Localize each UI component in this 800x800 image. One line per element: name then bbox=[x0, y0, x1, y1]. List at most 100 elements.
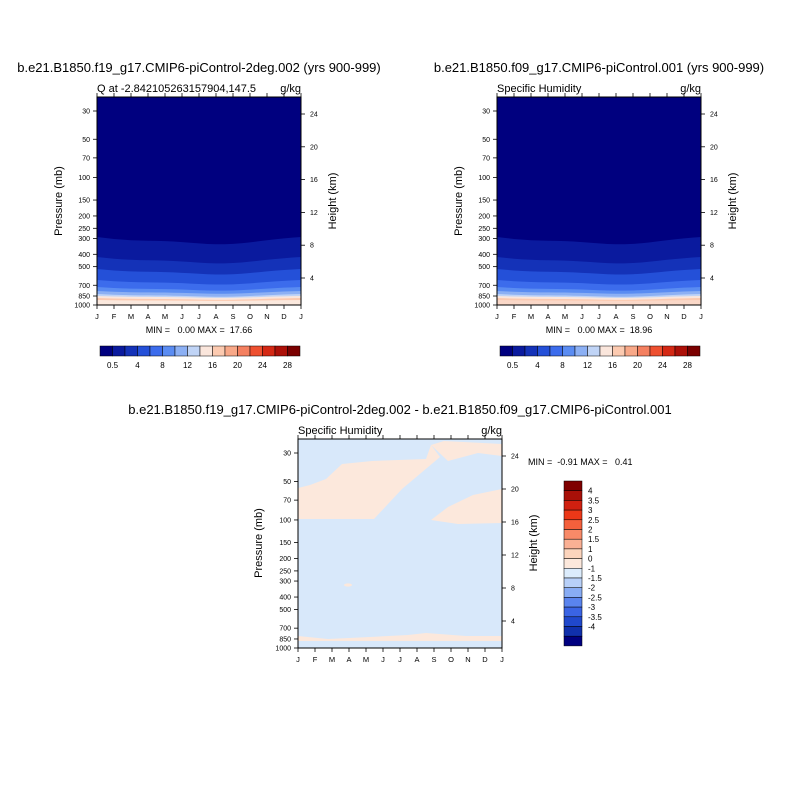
panel-right-colorbar-swatch bbox=[499, 345, 513, 357]
panel-diff-p-tick-label: 70 bbox=[283, 498, 291, 505]
panel-diff-x-tick-label: N bbox=[465, 655, 470, 664]
panel-diff-stats: MIN = -0.91 MAX = 0.41 bbox=[528, 457, 633, 467]
panel-left-x-tick-label: F bbox=[112, 312, 117, 321]
panel-left-colorbar-swatch bbox=[274, 345, 288, 357]
panel-left-band-10 bbox=[97, 300, 301, 305]
panel-diff-x-tick-label: M bbox=[363, 655, 369, 664]
panel-diff-colorbar-label: -1 bbox=[588, 564, 596, 573]
panel-left-p-tick-label: 150 bbox=[78, 198, 90, 205]
panel-right-x-tick-label: J bbox=[699, 312, 703, 321]
panel-left-colorbar-label: 8 bbox=[160, 361, 165, 370]
panel-right-x-tick-label: M bbox=[528, 312, 534, 321]
panel-diff-colorbar-label: 2 bbox=[588, 526, 593, 535]
panel-left-h-tick-label: 8 bbox=[310, 243, 314, 250]
panel-right-h-tick-label: 4 bbox=[710, 276, 714, 283]
panel-left-y-axis-label: Pressure (mb) bbox=[53, 166, 65, 236]
panel-diff-h-tick-label: 8 bbox=[511, 586, 515, 593]
panel-diff-p-tick-label: 200 bbox=[279, 556, 291, 563]
panel-diff-p-tick-label: 500 bbox=[279, 607, 291, 614]
panel-right-h-tick-label: 20 bbox=[710, 144, 718, 151]
panel-diff-x-tick-label: J bbox=[500, 655, 504, 664]
panel-diff-h-tick-label: 12 bbox=[511, 553, 519, 560]
panel-left-contour-fill bbox=[97, 97, 301, 305]
panel-diff-contour-fill bbox=[298, 439, 502, 648]
panel-diff-colorbar-swatch bbox=[563, 490, 583, 501]
panel-diff-colorbar-swatch bbox=[563, 597, 583, 608]
panel-diff-p-tick-label: 300 bbox=[279, 579, 291, 586]
panel-left-x-tick-label: O bbox=[247, 312, 253, 321]
panel-diff-axes: J F M A M J J A S O N D J 30 50 70 100 150 200 250 300 400 500… bbox=[275, 435, 519, 664]
panel-right-h-tick-label: 16 bbox=[710, 177, 718, 184]
panel-diff-colorbar-label: 3 bbox=[588, 506, 593, 515]
panel-right-y-axis-label: Pressure (mb) bbox=[453, 166, 465, 236]
panel-left-colorbar-swatch bbox=[124, 345, 138, 357]
panel-diff-p-tick-label: 50 bbox=[283, 479, 291, 486]
panel-right-x-tick-label: A bbox=[545, 312, 550, 321]
panel-right-colorbar-label: 28 bbox=[683, 361, 692, 370]
panel-left-colorbar-label: 12 bbox=[183, 361, 192, 370]
panel-left-p-tick-label: 400 bbox=[78, 252, 90, 259]
panel-right-stats: MIN = 0.00 MAX = 18.96 bbox=[546, 325, 653, 335]
panel-diff-x-tick-label: D bbox=[482, 655, 488, 664]
panel-left-colorbar-label: 24 bbox=[258, 361, 267, 370]
panel-left-p-tick-label: 100 bbox=[78, 175, 90, 182]
panel-right-axes: J F M A M J J A S O N D J 30 50 70 100 150 200 250 300 400 500… bbox=[474, 93, 718, 321]
panel-diff-colorbar-swatch bbox=[563, 500, 583, 511]
panel-left-h-tick-label: 12 bbox=[310, 210, 318, 217]
panel-right-right-axis-label: Height (km) bbox=[727, 173, 739, 230]
panel-right-p-tick-label: 700 bbox=[478, 283, 490, 290]
panel-right-x-tick-label: J bbox=[495, 312, 499, 321]
panel-diff-x-tick-label: O bbox=[448, 655, 454, 664]
panel-right-colorbar-label: 20 bbox=[633, 361, 642, 370]
panel-right-x-tick-label: O bbox=[647, 312, 653, 321]
panel-right-x-tick-label: M bbox=[562, 312, 568, 321]
panel-left: b.e21.B1850.f19_g17.CMIP6-piControl-2deg… bbox=[17, 60, 381, 370]
panel-diff-x-tick-label: A bbox=[414, 655, 419, 664]
panel-diff-colorbar-swatch bbox=[563, 519, 583, 530]
panel-left-colorbar-swatch bbox=[212, 345, 226, 357]
panel-right-h-tick-label: 24 bbox=[710, 112, 718, 119]
panel-diff-subtitle-right: g/kg bbox=[481, 425, 502, 437]
panel-diff-x-tick-label: A bbox=[346, 655, 351, 664]
panel-right-colorbar: 0.5 4 8 12 16 20 24 28 bbox=[499, 345, 701, 370]
panel-diff-colorbar-swatch bbox=[563, 587, 583, 598]
panel-diff: b.e21.B1850.f19_g17.CMIP6-piControl-2deg… bbox=[128, 402, 671, 664]
panel-left-colorbar-swatch bbox=[149, 345, 163, 357]
panel-diff-p-tick-label: 150 bbox=[279, 540, 291, 547]
panel-right-p-tick-label: 250 bbox=[478, 226, 490, 233]
panel-right-p-tick-label: 850 bbox=[478, 294, 490, 301]
panel-right-p-tick-label: 100 bbox=[478, 175, 490, 182]
panel-right-colorbar-swatch bbox=[599, 345, 613, 357]
panel-right-colorbar-label: 4 bbox=[535, 361, 540, 370]
panel-diff-colorbar-label: 4 bbox=[588, 487, 593, 496]
panel-left-colorbar-swatch bbox=[249, 345, 263, 357]
panel-right-colorbar-swatch bbox=[587, 345, 601, 357]
panel-left-colorbar-label: 16 bbox=[208, 361, 217, 370]
panel-right-x-tick-label: J bbox=[597, 312, 601, 321]
panel-right-p-tick-label: 400 bbox=[478, 252, 490, 259]
panel-left-subtitle-left: Q at -2.842105263157904,147.5 bbox=[97, 83, 256, 95]
panel-left-h-tick-label: 4 bbox=[310, 276, 314, 283]
panel-diff-positive-region-upper bbox=[298, 445, 440, 519]
panel-diff-p-tick-label: 700 bbox=[279, 626, 291, 633]
panel-diff-colorbar-label: -4 bbox=[588, 623, 596, 632]
panel-right-p-tick-label: 500 bbox=[478, 264, 490, 271]
panel-left-p-tick-label: 50 bbox=[82, 137, 90, 144]
panel-diff-colorbar-label: -3.5 bbox=[588, 613, 602, 622]
panel-right-x-tick-label: J bbox=[580, 312, 584, 321]
panel-right-colorbar-swatch bbox=[562, 345, 576, 357]
panel-left-x-tick-label: J bbox=[197, 312, 201, 321]
panel-right: b.e21.B1850.f09_g17.CMIP6-piControl.001 … bbox=[434, 60, 764, 370]
panel-left-p-tick-label: 30 bbox=[82, 109, 90, 116]
panel-right-colorbar-swatch bbox=[524, 345, 538, 357]
panel-diff-colorbar-swatch bbox=[563, 616, 583, 627]
panel-right-colorbar-swatch bbox=[574, 345, 588, 357]
panel-left-h-tick-label: 16 bbox=[310, 177, 318, 184]
panel-left-x-tick-label: J bbox=[95, 312, 99, 321]
panel-diff-x-tick-label: F bbox=[313, 655, 318, 664]
panel-left-title: b.e21.B1850.f19_g17.CMIP6-piControl-2deg… bbox=[17, 60, 381, 75]
panel-diff-colorbar-label: -2.5 bbox=[588, 593, 602, 602]
panel-right-colorbar-swatch bbox=[512, 345, 526, 357]
panel-diff-colorbar-label: -2 bbox=[588, 584, 596, 593]
